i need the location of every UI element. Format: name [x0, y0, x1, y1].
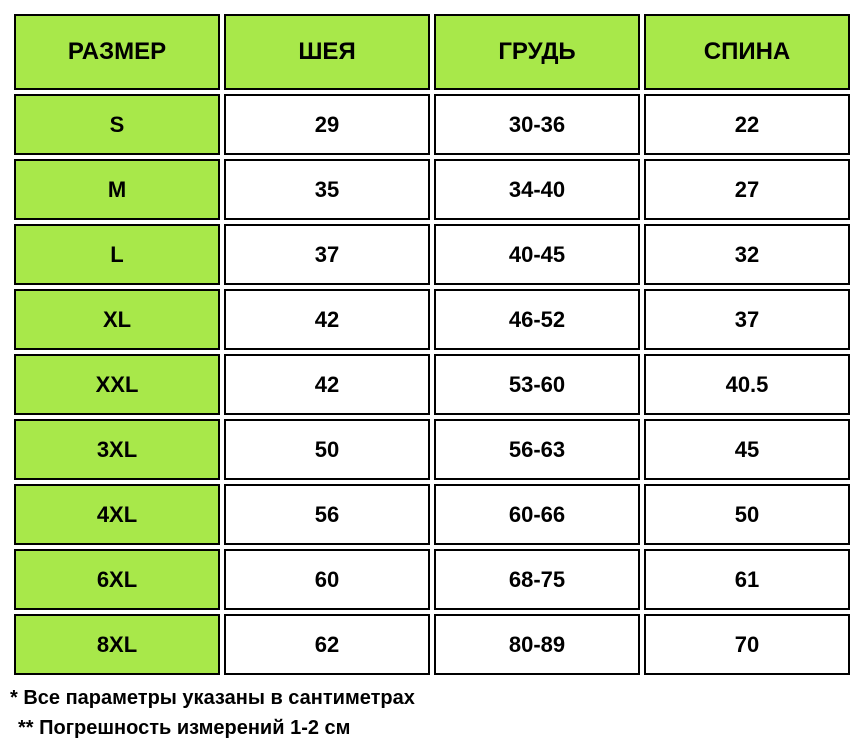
cell-neck: 42	[224, 354, 430, 415]
cell-size: 8XL	[14, 614, 220, 675]
cell-chest: 40-45	[434, 224, 640, 285]
cell-chest: 60-66	[434, 484, 640, 545]
col-header-chest: ГРУДЬ	[434, 14, 640, 90]
cell-chest: 30-36	[434, 94, 640, 155]
table-header-row: РАЗМЕР ШЕЯ ГРУДЬ СПИНА	[14, 14, 850, 90]
cell-neck: 56	[224, 484, 430, 545]
cell-size: 3XL	[14, 419, 220, 480]
cell-back: 70	[644, 614, 850, 675]
col-header-back: СПИНА	[644, 14, 850, 90]
cell-back: 50	[644, 484, 850, 545]
table-row: S 29 30-36 22	[14, 94, 850, 155]
cell-neck: 35	[224, 159, 430, 220]
cell-chest: 34-40	[434, 159, 640, 220]
cell-neck: 60	[224, 549, 430, 610]
cell-size: XXL	[14, 354, 220, 415]
col-header-neck: ШЕЯ	[224, 14, 430, 90]
cell-back: 45	[644, 419, 850, 480]
cell-back: 32	[644, 224, 850, 285]
table-row: 4XL 56 60-66 50	[14, 484, 850, 545]
table-row: 8XL 62 80-89 70	[14, 614, 850, 675]
cell-size: 6XL	[14, 549, 220, 610]
cell-neck: 29	[224, 94, 430, 155]
table-row: L 37 40-45 32	[14, 224, 850, 285]
cell-size: XL	[14, 289, 220, 350]
footnotes: * Все параметры указаны в сантиметрах **…	[10, 683, 854, 743]
cell-neck: 62	[224, 614, 430, 675]
cell-chest: 80-89	[434, 614, 640, 675]
table-body: S 29 30-36 22 M 35 34-40 27 L 37 40-45 3…	[14, 94, 850, 675]
table-row: 6XL 60 68-75 61	[14, 549, 850, 610]
footnote-1: * Все параметры указаны в сантиметрах	[10, 683, 854, 713]
footnote-2: ** Погрешность измерений 1-2 см	[10, 713, 854, 743]
cell-size: 4XL	[14, 484, 220, 545]
cell-back: 27	[644, 159, 850, 220]
size-chart-table: РАЗМЕР ШЕЯ ГРУДЬ СПИНА S 29 30-36 22 M 3…	[10, 10, 854, 679]
table-row: M 35 34-40 27	[14, 159, 850, 220]
cell-back: 22	[644, 94, 850, 155]
table-row: XL 42 46-52 37	[14, 289, 850, 350]
cell-back: 61	[644, 549, 850, 610]
cell-size: L	[14, 224, 220, 285]
cell-neck: 50	[224, 419, 430, 480]
cell-chest: 56-63	[434, 419, 640, 480]
cell-size: S	[14, 94, 220, 155]
cell-size: M	[14, 159, 220, 220]
cell-chest: 46-52	[434, 289, 640, 350]
cell-chest: 68-75	[434, 549, 640, 610]
cell-chest: 53-60	[434, 354, 640, 415]
cell-back: 40.5	[644, 354, 850, 415]
table-row: XXL 42 53-60 40.5	[14, 354, 850, 415]
table-row: 3XL 50 56-63 45	[14, 419, 850, 480]
cell-back: 37	[644, 289, 850, 350]
cell-neck: 37	[224, 224, 430, 285]
col-header-size: РАЗМЕР	[14, 14, 220, 90]
cell-neck: 42	[224, 289, 430, 350]
